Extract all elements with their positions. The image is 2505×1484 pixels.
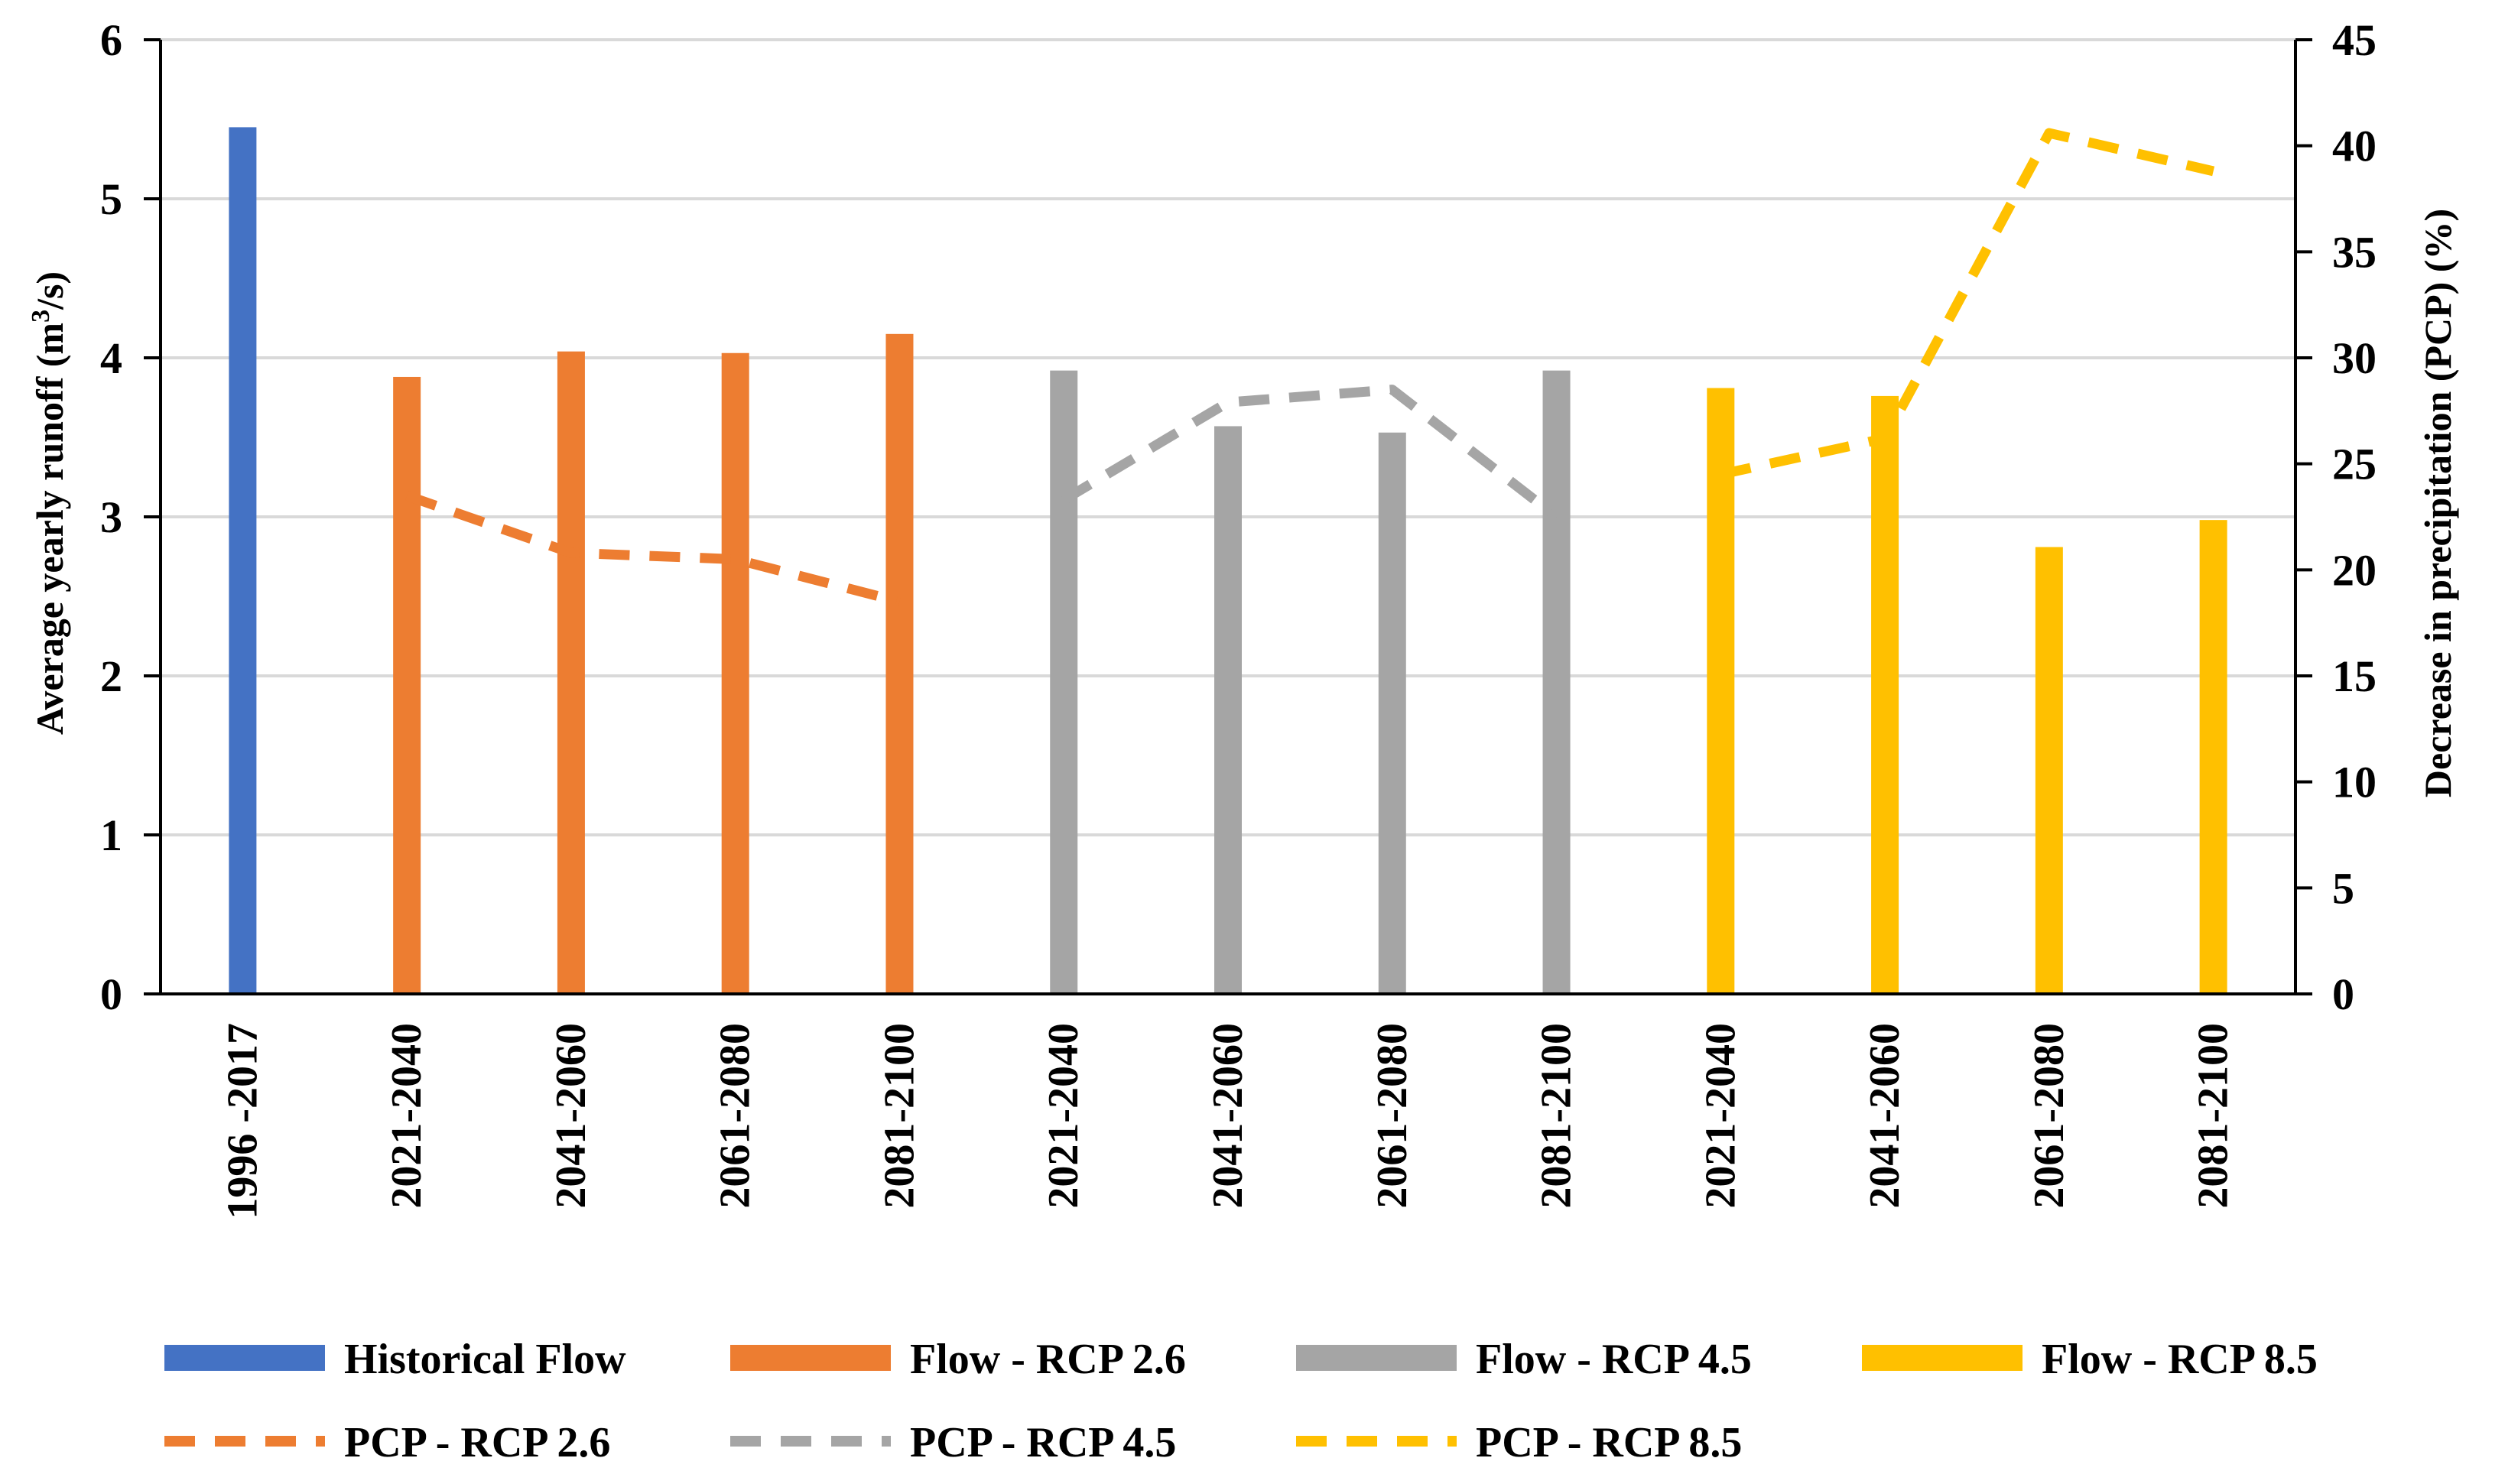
category-label: 2081-2100: [2190, 1023, 2237, 1209]
legend-label: Flow - RCP 2.6: [910, 1336, 1186, 1383]
bar-4-2: [1871, 395, 1899, 994]
right-tick-label: 15: [2332, 651, 2377, 701]
left-axis-title: Average yearly runoff (m3/s): [27, 271, 72, 735]
legend-label: Historical Flow: [344, 1336, 626, 1383]
left-tick-label: 3: [100, 492, 122, 542]
right-tick-label: 20: [2332, 545, 2377, 595]
legend: Historical Flow Flow - RCP 2.6 Flow - RCP …: [164, 1336, 2318, 1466]
pcp-line-1: [405, 491, 902, 607]
bar-4-4: [2199, 520, 2227, 994]
category-label: 2021-2040: [383, 1023, 430, 1209]
right-tick-label: 45: [2332, 15, 2377, 65]
bar-2-2: [557, 351, 585, 994]
legend-swatch-flow: [730, 1345, 891, 1371]
left-axis-title-superscript: 3: [27, 310, 55, 323]
legend-label: PCP - RCP 4.5: [910, 1419, 1176, 1466]
category-label: 2061-2080: [712, 1023, 759, 1209]
category-label: 2061-2080: [1369, 1023, 1416, 1209]
legend-swatch-flow: [1296, 1345, 1457, 1371]
bar-2-1: [393, 376, 421, 995]
left-tick-label: 5: [100, 174, 122, 224]
category-label: 2081-2100: [1533, 1023, 1581, 1209]
axes: [144, 38, 2312, 995]
left-tick-label: 4: [100, 333, 122, 383]
right-tick-label: 40: [2332, 122, 2377, 171]
left-tick-label: 6: [100, 15, 122, 65]
left-axis-title-main: Average yearly runoff (m: [28, 323, 71, 735]
left-tick-label: 2: [100, 651, 122, 701]
category-label: 2061-2080: [2026, 1023, 2073, 1209]
left-axis-ticks: 0 1 2 3 4 5 6: [100, 15, 122, 1019]
bar-2-3: [721, 352, 749, 994]
left-tick-label: 1: [100, 810, 122, 860]
right-axis-title: Decrease in precipitation (PCP) (%): [2416, 209, 2459, 797]
pcp-lines: [405, 128, 2215, 607]
bar-1-1: [229, 127, 257, 994]
category-label: 2021-2040: [1040, 1023, 1087, 1209]
bar-3-3: [1378, 432, 1406, 994]
bar-4-3: [2035, 547, 2063, 994]
bar-2-4: [885, 333, 914, 994]
pcp-line-2: [1061, 385, 1560, 521]
legend-label: Flow - RCP 4.5: [1476, 1336, 1752, 1383]
bars: [229, 127, 2227, 995]
bar-3-1: [1050, 370, 1078, 994]
right-tick-label: 35: [2332, 227, 2377, 277]
legend-swatch-flow: [164, 1345, 325, 1371]
left-axis-title-unit: /s): [28, 271, 71, 310]
category-label: 2041-2060: [1204, 1023, 1252, 1209]
right-tick-label: 5: [2332, 863, 2354, 913]
category-label: 2081-2100: [876, 1023, 923, 1209]
right-axis-ticks: 0 5 10 15 20 25 30 35 40 45: [2332, 15, 2377, 1019]
bar-3-2: [1214, 426, 1242, 994]
legend-label: PCP - RCP 2.6: [344, 1419, 610, 1466]
bar-4-1: [1707, 388, 1735, 994]
category-labels: 1996 -2017 2021-2040 2041-2060 2061-2080 208…: [219, 1023, 2237, 1219]
category-label: 2041-2060: [1861, 1023, 1909, 1209]
right-tick-label: 25: [2332, 440, 2377, 489]
left-tick-label: 0: [100, 969, 122, 1019]
legend-label: PCP - RCP 8.5: [1476, 1419, 1742, 1466]
legend-swatch-flow: [1862, 1345, 2023, 1371]
category-label: 1996 -2017: [219, 1023, 266, 1219]
right-tick-label: 0: [2332, 969, 2354, 1019]
bar-3-4: [1542, 370, 1571, 994]
right-tick-label: 30: [2332, 333, 2377, 383]
right-tick-label: 10: [2332, 758, 2377, 807]
pcp-line-3: [1719, 128, 2215, 479]
category-label: 2041-2060: [547, 1023, 595, 1209]
category-label: 2021-2040: [1697, 1023, 1744, 1209]
legend-label: Flow - RCP 8.5: [2042, 1336, 2318, 1383]
